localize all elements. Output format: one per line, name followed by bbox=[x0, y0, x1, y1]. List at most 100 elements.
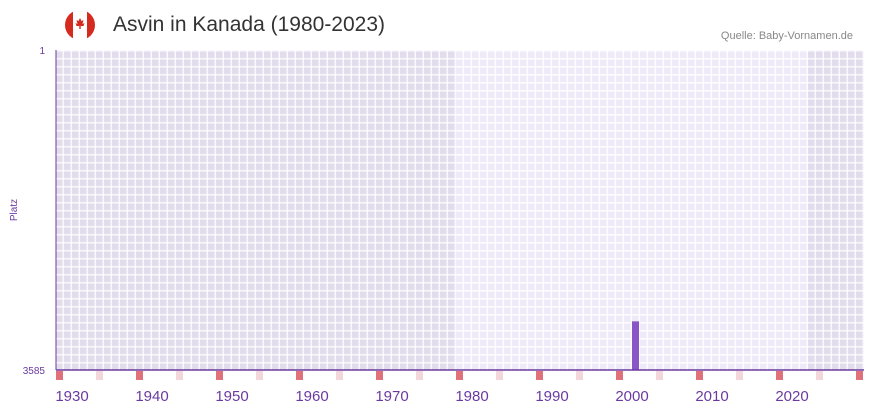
grid-line bbox=[248, 346, 256, 348]
grid-line bbox=[112, 170, 120, 172]
grid-line bbox=[408, 202, 416, 204]
grid-line bbox=[488, 122, 496, 124]
grid-line bbox=[344, 50, 352, 52]
grid-line bbox=[104, 338, 112, 340]
source-link[interactable]: Quelle: Baby-Vornamen.de bbox=[720, 30, 853, 42]
grid-line bbox=[384, 98, 392, 100]
grid-line bbox=[832, 210, 840, 212]
grid-line bbox=[792, 138, 800, 140]
y-axis-label: Platz bbox=[9, 199, 20, 221]
grid-line bbox=[384, 226, 392, 228]
grid-line bbox=[648, 202, 656, 204]
grid-line bbox=[216, 58, 224, 60]
grid-line bbox=[232, 266, 240, 268]
grid-line bbox=[424, 186, 432, 188]
grid-line bbox=[256, 82, 264, 84]
grid-line bbox=[56, 274, 64, 276]
grid-line bbox=[672, 50, 680, 52]
grid-line bbox=[432, 274, 440, 276]
grid-line bbox=[72, 186, 80, 188]
grid-line bbox=[280, 234, 288, 236]
grid-line bbox=[728, 314, 736, 316]
grid-line bbox=[536, 306, 544, 308]
grid-line bbox=[464, 354, 472, 356]
grid-line bbox=[408, 194, 416, 196]
grid-line bbox=[432, 98, 440, 100]
grid-line bbox=[552, 178, 560, 180]
grid-line bbox=[752, 58, 760, 60]
grid-line bbox=[656, 114, 664, 116]
grid-line bbox=[312, 266, 320, 268]
grid-line bbox=[824, 154, 832, 156]
grid-line bbox=[400, 314, 408, 316]
grid-line bbox=[456, 346, 464, 348]
grid-line bbox=[456, 74, 464, 76]
grid-line bbox=[776, 258, 784, 260]
grid-line bbox=[656, 82, 664, 84]
grid-line bbox=[568, 90, 576, 92]
grid-line bbox=[552, 122, 560, 124]
grid-line bbox=[496, 186, 504, 188]
grid-line bbox=[184, 354, 192, 356]
grid-line bbox=[464, 146, 472, 148]
grid-line bbox=[430, 50, 432, 370]
grid-line bbox=[144, 154, 152, 156]
grid-line bbox=[656, 290, 664, 292]
grid-line bbox=[360, 194, 368, 196]
grid-line bbox=[712, 282, 720, 284]
grid-line bbox=[600, 186, 608, 188]
grid-line bbox=[392, 354, 400, 356]
grid-line bbox=[72, 322, 80, 324]
grid-line bbox=[464, 98, 472, 100]
grid-line bbox=[520, 338, 528, 340]
grid-line bbox=[80, 242, 88, 244]
canada-flag-icon bbox=[65, 10, 95, 40]
grid-line bbox=[344, 202, 352, 204]
grid-line bbox=[320, 290, 328, 292]
grid-line bbox=[208, 50, 216, 52]
grid-line bbox=[632, 154, 640, 156]
grid-line bbox=[688, 346, 696, 348]
grid-line bbox=[616, 170, 624, 172]
grid-line bbox=[344, 274, 352, 276]
grid-line bbox=[648, 314, 656, 316]
grid-line bbox=[56, 210, 64, 212]
grid-line bbox=[712, 146, 720, 148]
grid-line bbox=[312, 170, 320, 172]
grid-line bbox=[288, 330, 296, 332]
grid-line bbox=[304, 194, 312, 196]
grid-line bbox=[432, 298, 440, 300]
grid-line bbox=[310, 50, 312, 370]
grid-line bbox=[296, 202, 304, 204]
grid-line bbox=[288, 266, 296, 268]
grid-line bbox=[728, 90, 736, 92]
grid-line bbox=[312, 74, 320, 76]
grid-line bbox=[216, 290, 224, 292]
grid-line bbox=[288, 226, 296, 228]
grid-line bbox=[576, 106, 584, 108]
grid-line bbox=[392, 202, 400, 204]
grid-line bbox=[816, 338, 824, 340]
grid-line bbox=[408, 74, 416, 76]
grid-line bbox=[728, 274, 736, 276]
grid-line bbox=[360, 170, 368, 172]
grid-line bbox=[664, 50, 672, 52]
grid-line bbox=[374, 50, 376, 370]
grid-line bbox=[472, 298, 480, 300]
grid-line bbox=[64, 226, 72, 228]
decade-marker bbox=[856, 371, 863, 380]
grid-line bbox=[624, 330, 632, 332]
grid-line bbox=[584, 250, 592, 252]
grid-line bbox=[56, 226, 64, 228]
grid-line bbox=[272, 266, 280, 268]
grid-line bbox=[312, 122, 320, 124]
grid-line bbox=[824, 354, 832, 356]
grid-line bbox=[200, 114, 208, 116]
grid-line bbox=[696, 354, 704, 356]
grid-line bbox=[784, 346, 792, 348]
grid-line bbox=[88, 234, 96, 236]
decade-marker bbox=[136, 371, 143, 380]
grid-line bbox=[496, 170, 504, 172]
grid-line bbox=[624, 258, 632, 260]
grid-line bbox=[808, 234, 816, 236]
